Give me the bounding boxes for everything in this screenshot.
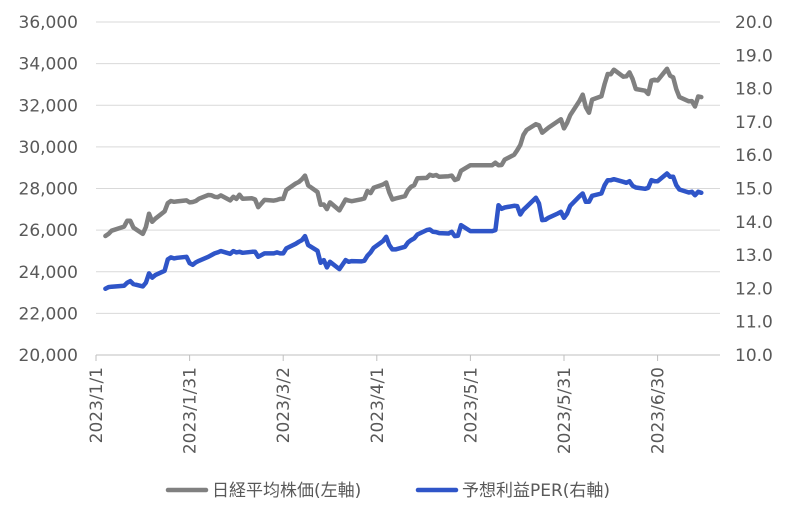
left-tick-label: 36,000 bbox=[19, 13, 78, 33]
right-tick-label: 11.0 bbox=[735, 313, 773, 333]
x-tick-label: 2023/6/30 bbox=[649, 367, 669, 454]
legend-item-per: 予想利益PER(右軸) bbox=[415, 481, 610, 501]
right-tick-label: 16.0 bbox=[735, 146, 773, 166]
x-tick-label: 2023/5/1 bbox=[461, 367, 481, 443]
x-tick-label: 2023/1/1 bbox=[87, 367, 107, 443]
legend: 日経平均株価(左軸) 予想利益PER(右軸) bbox=[165, 481, 610, 501]
legend-label: 日経平均株価(左軸) bbox=[212, 481, 361, 501]
right-tick-label: 18.0 bbox=[735, 80, 773, 100]
series-lines bbox=[103, 66, 704, 291]
right-tick-label: 10.0 bbox=[735, 346, 773, 366]
right-tick-label: 15.0 bbox=[735, 180, 773, 200]
right-tick-label: 13.0 bbox=[735, 246, 773, 266]
x-tick-label: 2023/3/2 bbox=[274, 367, 294, 443]
left-tick-label: 32,000 bbox=[19, 96, 78, 116]
x-tick-label: 2023/4/1 bbox=[368, 367, 388, 443]
right-axis-ticks: 10.0 11.0 12.0 13.0 14.0 15.0 16.0 17.0 18.0 19.0… bbox=[735, 13, 773, 366]
left-axis-ticks: 20,000 22,000 24,000 26,000 28,000 30,000 32,0… bbox=[19, 13, 78, 366]
left-tick-label: 24,000 bbox=[19, 263, 78, 283]
gridlines bbox=[96, 21, 720, 314]
right-tick-label: 20.0 bbox=[735, 13, 773, 33]
left-tick-label: 34,000 bbox=[19, 55, 78, 75]
legend-label: 予想利益PER(右軸) bbox=[462, 481, 610, 501]
left-tick-label: 28,000 bbox=[19, 180, 78, 200]
x-tick-label: 2023/1/31 bbox=[181, 367, 201, 454]
x-axis: 2023/1/1 2023/1/31 2023/3/2 2023/4/1 2023/5/… bbox=[87, 354, 720, 454]
left-tick-label: 26,000 bbox=[19, 221, 78, 241]
right-tick-label: 17.0 bbox=[735, 113, 773, 133]
x-tick-label: 2023/5/31 bbox=[555, 367, 575, 454]
series-line-nikkei bbox=[103, 66, 704, 239]
left-tick-label: 30,000 bbox=[19, 138, 78, 158]
left-tick-label: 20,000 bbox=[19, 346, 78, 366]
right-tick-label: 12.0 bbox=[735, 279, 773, 299]
legend-item-nikkei: 日経平均株価(左軸) bbox=[165, 481, 361, 501]
right-tick-label: 19.0 bbox=[735, 46, 773, 66]
left-tick-label: 22,000 bbox=[19, 304, 78, 324]
right-tick-label: 14.0 bbox=[735, 213, 773, 233]
series-line-per bbox=[103, 171, 704, 291]
